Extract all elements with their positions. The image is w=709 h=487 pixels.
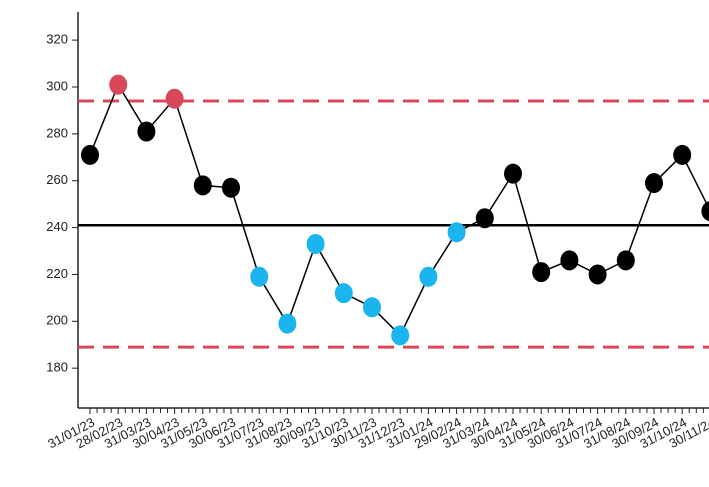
y-tick-label: 200 (46, 313, 68, 328)
data-point (616, 250, 635, 271)
y-tick-label: 180 (46, 360, 68, 375)
data-line (89, 82, 709, 337)
data-point (334, 283, 353, 304)
data-point (673, 144, 692, 165)
data-point (137, 121, 156, 142)
data-point (363, 297, 381, 318)
data-point (532, 262, 551, 283)
data-point (222, 177, 240, 198)
data-point (250, 266, 269, 287)
data-point (109, 74, 128, 95)
y-tick-label: 240 (46, 219, 68, 234)
data-point (278, 313, 297, 334)
data-point (419, 266, 438, 287)
data-point (475, 208, 494, 229)
data-point (588, 264, 607, 285)
y-tick-label: 260 (46, 172, 68, 187)
y-tick-label: 320 (46, 32, 68, 47)
data-point (447, 222, 466, 243)
data-point (81, 144, 99, 165)
data-point (560, 250, 579, 271)
data-point (701, 201, 709, 222)
data-point (645, 173, 663, 194)
data-point (306, 233, 325, 254)
y-tick-label: 220 (46, 266, 68, 281)
data-point (165, 88, 184, 109)
y-tick-label: 280 (46, 125, 68, 140)
y-tick-label: 300 (46, 78, 68, 93)
data-point (504, 163, 522, 184)
data-point (193, 175, 212, 196)
data-point (391, 325, 410, 346)
